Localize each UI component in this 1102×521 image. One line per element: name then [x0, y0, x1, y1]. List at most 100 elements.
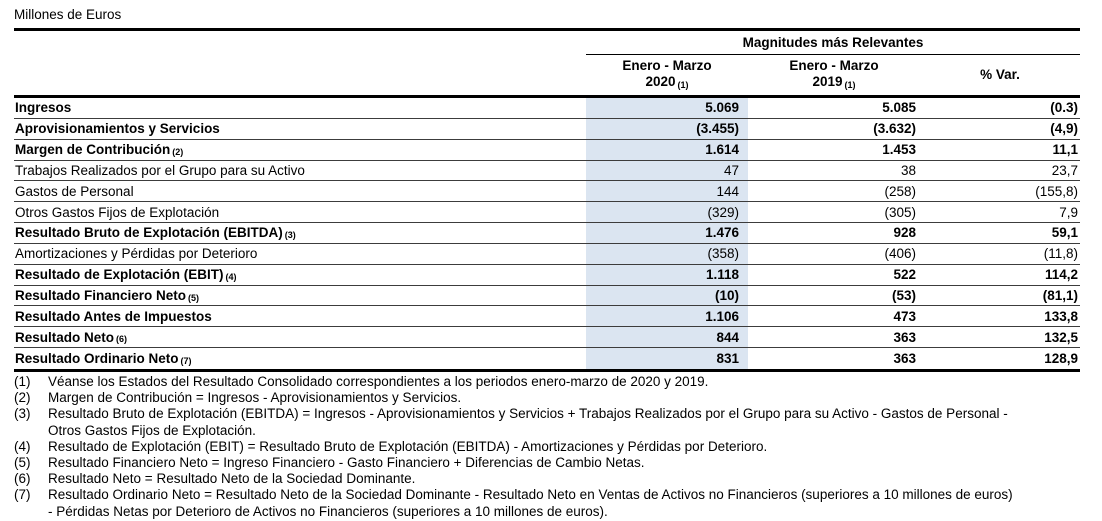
row-label: Amortizaciones y Pérdidas por Deterioro [14, 244, 586, 264]
column-headers: Enero - Marzo 2020 (1) Enero - Marzo 2019… [586, 55, 1080, 95]
row-label-text: Otros Gastos Fijos de Explotación [15, 204, 220, 220]
footnote: (3) Resultado Bruto de Explotación (EBITD… [14, 406, 1092, 438]
row-label: Resultado Neto (6) [14, 327, 586, 347]
row-label: Trabajos Realizados por el Grupo para su… [14, 161, 586, 181]
footnote-line: - Pérdidas Netas por Deterioro de Activo… [48, 503, 608, 519]
column-header-2019-line2: 2019 (1) [748, 74, 920, 92]
column-header-2020: Enero - Marzo 2020 (1) [586, 55, 748, 95]
table-row: Margen de Contribución (2) 1.614 1.453 11,1 [14, 139, 1080, 161]
header-columns-block: Magnitudes más Relevantes Enero - Marzo … [586, 31, 1080, 95]
value-var: 114,2 [1044, 267, 1078, 283]
row-footnote-ref: (4) [225, 271, 237, 282]
footnote: (5) Resultado Financiero Neto = Ingreso F… [14, 455, 1092, 471]
value-2019: 363 [893, 351, 916, 367]
footnote-text: Véanse los Estados del Resultado Consoli… [48, 374, 1092, 390]
footnote: (1) Véanse los Estados del Resultado Cons… [14, 374, 1092, 390]
value-var: 23,7 [1051, 162, 1078, 178]
row-label-text: Resultado Ordinario Neto [15, 351, 179, 367]
row-label-text: Trabajos Realizados por el Grupo para su… [15, 162, 305, 178]
group-header-rule [586, 54, 1080, 55]
row-footnote-ref: (2) [172, 146, 184, 157]
row-label-text: Aprovisionamientos y Servicios [15, 121, 220, 137]
value-2019: 1.453 [882, 142, 916, 158]
value-var: 132,5 [1044, 329, 1078, 345]
value-var: (4,9) [1050, 121, 1078, 137]
row-label-text: Ingresos [15, 100, 72, 116]
table-row: Ingresos 5.069 5.085 (0.3) [14, 98, 1080, 119]
footnote-line: Resultado Financiero Neto = Ingreso Fina… [48, 455, 645, 471]
header-label-spacer [14, 31, 586, 95]
bottom-rule [14, 368, 1080, 372]
footnote-text: Resultado Ordinario Neto = Resultado Net… [48, 487, 1092, 519]
footnote-line: Resultado Neto = Resultado Neto de la So… [48, 471, 416, 487]
footnote-text: Margen de Contribución = Ingresos - Apro… [48, 390, 1092, 406]
column-header-var: % Var. [980, 66, 1020, 82]
row-footnote-ref: (6) [116, 334, 128, 345]
column-header-2020-year: 2020 [645, 73, 676, 89]
column-header-2019-year: 2019 [812, 73, 843, 89]
value-var: 128,9 [1044, 351, 1078, 367]
value-2020: 831 [586, 348, 748, 369]
table-row: Resultado Bruto de Explotación (EBITDA)(… [14, 223, 1080, 244]
value-2019: 473 [893, 308, 916, 324]
footnote-line: Otros Gastos Fijos de Explotación. [48, 422, 256, 438]
row-footnote-ref: (3) [284, 229, 296, 240]
footnotes: (1) Véanse los Estados del Resultado Cons… [14, 374, 1092, 520]
value-2019: 5.085 [882, 100, 916, 116]
row-label: Ingresos [14, 98, 586, 118]
value-2020: (329) [586, 202, 748, 223]
column-header-2019-line1: Enero - Marzo [789, 58, 879, 73]
table-row: Aprovisionamientos y Servicios (3.455) (3.… [14, 118, 1080, 140]
financial-table: Magnitudes más Relevantes Enero - Marzo … [14, 28, 1080, 372]
row-label: Resultado Antes de Impuestos [14, 306, 586, 326]
value-2019: 363 [893, 329, 916, 345]
footnote-text: Resultado de Explotación (EBIT) = Result… [48, 439, 1092, 455]
value-2020: 47 [586, 160, 748, 181]
row-label-text: Resultado Antes de Impuestos [15, 308, 212, 324]
table-row: Resultado Antes de Impuestos 1.106 473 133,… [14, 306, 1080, 328]
footnote-number: (5) [14, 455, 31, 471]
table-row: Resultado Neto (6) 844 363 132,5 [14, 327, 1080, 349]
value-var: 59,1 [1051, 225, 1078, 241]
row-label-text: Resultado de Explotación (EBIT) [15, 267, 224, 283]
value-2019: 928 [893, 225, 916, 241]
value-2020: 1.118 [586, 264, 748, 285]
group-header: Magnitudes más Relevantes [742, 35, 924, 50]
column-header-2020-line2: 2020 (1) [586, 74, 748, 92]
value-var: 7,9 [1059, 204, 1078, 220]
footnote: (4) Resultado de Explotación (EBIT) = Res… [14, 439, 1092, 455]
column-header-2019-footnote-ref: (1) [844, 79, 856, 90]
value-var: 11,1 [1052, 142, 1078, 158]
footnote-line: Margen de Contribución = Ingresos - Apro… [48, 390, 462, 406]
column-header-2020-line1: Enero - Marzo [622, 58, 712, 73]
row-label-text: Amortizaciones y Pérdidas por Deterioro [15, 246, 258, 262]
value-2019: 38 [900, 162, 916, 178]
row-footnote-ref: (5) [188, 292, 200, 303]
table-row: Amortizaciones y Pérdidas por Deterioro (… [14, 243, 1080, 265]
footnote-number: (6) [14, 471, 31, 487]
value-2019: (258) [884, 183, 916, 199]
row-footnote-ref: (7) [180, 355, 192, 366]
row-label: Gastos de Personal [14, 181, 586, 201]
value-2020: (3.455) [586, 118, 748, 139]
row-label: Resultado Financiero Neto (5) [14, 286, 586, 306]
table-row: Trabajos Realizados por el Grupo para su… [14, 160, 1080, 182]
footnote: (7) Resultado Ordinario Neto = Resultado … [14, 487, 1092, 519]
footnote-line: Resultado de Explotación (EBIT) = Result… [48, 438, 768, 454]
value-var: (0.3) [1050, 100, 1078, 116]
value-2020: 5.069 [586, 98, 748, 118]
column-header-2019: Enero - Marzo 2019 (1) [748, 55, 920, 95]
value-2020: (10) [586, 285, 748, 306]
footnote-number: (3) [14, 406, 31, 422]
footnote-text: Resultado Neto = Resultado Neto de la So… [48, 471, 1092, 487]
footnote-line: Resultado Bruto de Explotación (EBITDA) … [48, 406, 1008, 422]
value-2019: (3.632) [873, 121, 916, 137]
footnote-text: Resultado Financiero Neto = Ingreso Fina… [48, 455, 1092, 471]
value-2019: (406) [884, 246, 916, 262]
value-2020: (358) [586, 243, 748, 264]
value-2020: 1.106 [586, 306, 748, 327]
value-var: (155,8) [1035, 183, 1078, 199]
header-body-rule [14, 95, 1080, 98]
row-label-text: Gastos de Personal [15, 183, 134, 199]
